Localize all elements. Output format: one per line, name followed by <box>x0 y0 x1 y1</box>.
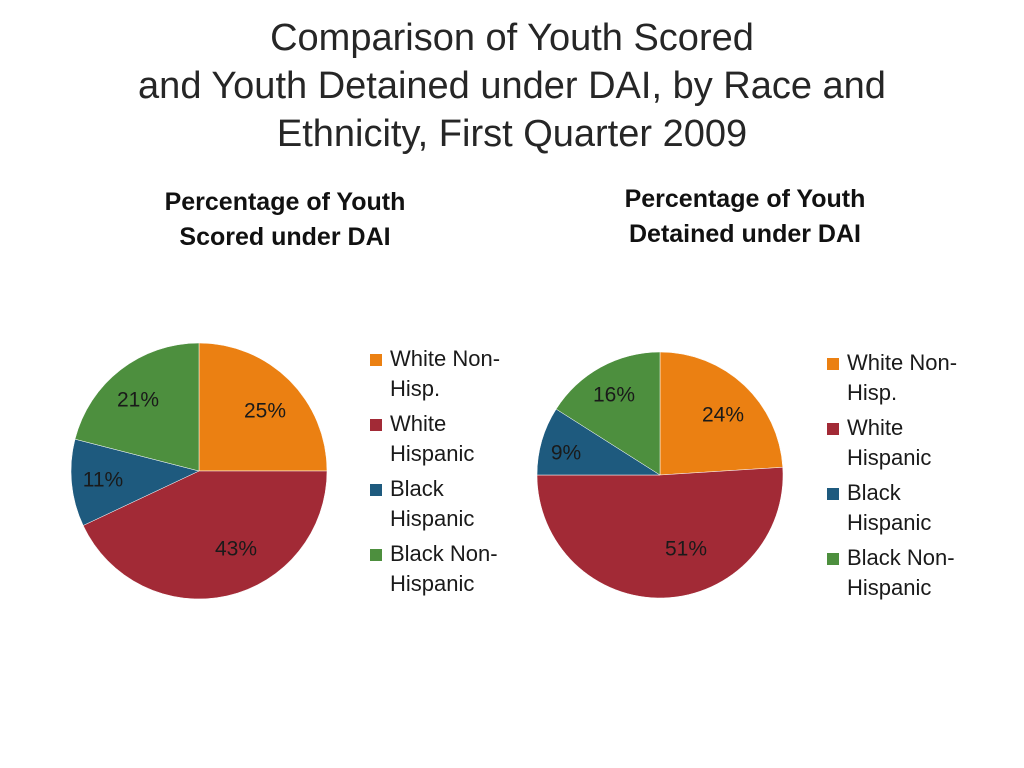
legend-label: Black Non- Hispanic <box>847 545 955 600</box>
legend-item: White Hispanic <box>827 413 987 473</box>
detained-chart-title-line-2: Detained under DAI <box>629 220 861 248</box>
legend-label: White Hispanic <box>390 411 475 466</box>
pie-slice-black-hispanic <box>70 438 200 526</box>
legend-label: White Non- Hisp. <box>847 350 958 405</box>
legend-swatch <box>827 423 839 435</box>
slice-value-label: 25% <box>244 400 286 423</box>
scored-chart-title-line-2: Scored under DAI <box>179 223 391 251</box>
legend-item: Black Hispanic <box>827 478 987 538</box>
legend-swatch <box>827 488 839 500</box>
scored-chart-title: Percentage of Youth Scored under DAI <box>110 185 460 255</box>
slice-value-label: 51% <box>665 538 707 561</box>
slice-value-label: 24% <box>702 404 744 427</box>
legend-label: Black Hispanic <box>847 480 932 535</box>
legend-swatch <box>370 549 382 561</box>
detained-legend: White Non- Hisp. White Hispanic Black Hispani… <box>827 348 987 608</box>
legend-swatch <box>370 484 382 496</box>
slide-title: Comparison of Youth Scored and Youth Det… <box>62 14 962 158</box>
pie-slice-white-hispanic <box>536 467 784 599</box>
pie-slice-white-hispanic <box>82 470 328 600</box>
legend-item: White Hispanic <box>370 409 530 469</box>
detained-chart-title: Percentage of Youth Detained under DAI <box>570 182 920 252</box>
legend-label: White Hispanic <box>847 415 932 470</box>
slice-value-label: 11% <box>83 469 123 492</box>
slice-value-label: 9% <box>551 442 581 465</box>
legend-label: Black Non- Hispanic <box>390 541 498 596</box>
legend-label: White Non- Hisp. <box>390 346 501 401</box>
scored-chart-title-line-1: Percentage of Youth <box>164 188 406 216</box>
scored-legend: White Non- Hisp. White Hispanic Black Hispani… <box>370 344 530 604</box>
legend-swatch <box>827 553 839 565</box>
slide-title-line-1: Comparison of Youth Scored <box>270 17 754 59</box>
legend-item: White Non- Hisp. <box>370 344 530 404</box>
legend-swatch <box>370 419 382 431</box>
legend-label: Black Hispanic <box>390 476 475 531</box>
slice-value-label: 21% <box>117 389 159 412</box>
slide-title-line-3: Ethnicity, First Quarter 2009 <box>276 113 748 155</box>
pie-slice-black-non-hispanic <box>555 351 661 476</box>
legend-swatch <box>827 358 839 370</box>
pie-slice-black-non-hispanic <box>74 342 200 472</box>
legend-item: Black Hispanic <box>370 474 530 534</box>
slice-value-label: 43% <box>215 538 257 561</box>
slice-value-label: 16% <box>593 384 635 407</box>
legend-item: White Non- Hisp. <box>827 348 987 408</box>
detained-chart-title-line-1: Percentage of Youth <box>624 185 866 213</box>
pie-slice-white-non-hisp <box>198 342 328 472</box>
pie-slice-white-non-hisp <box>659 351 784 476</box>
legend-item: Black Non- Hispanic <box>827 543 987 603</box>
slide-title-line-2: and Youth Detained under DAI, by Race an… <box>138 65 886 107</box>
legend-item: Black Non- Hispanic <box>370 539 530 599</box>
legend-swatch <box>370 354 382 366</box>
